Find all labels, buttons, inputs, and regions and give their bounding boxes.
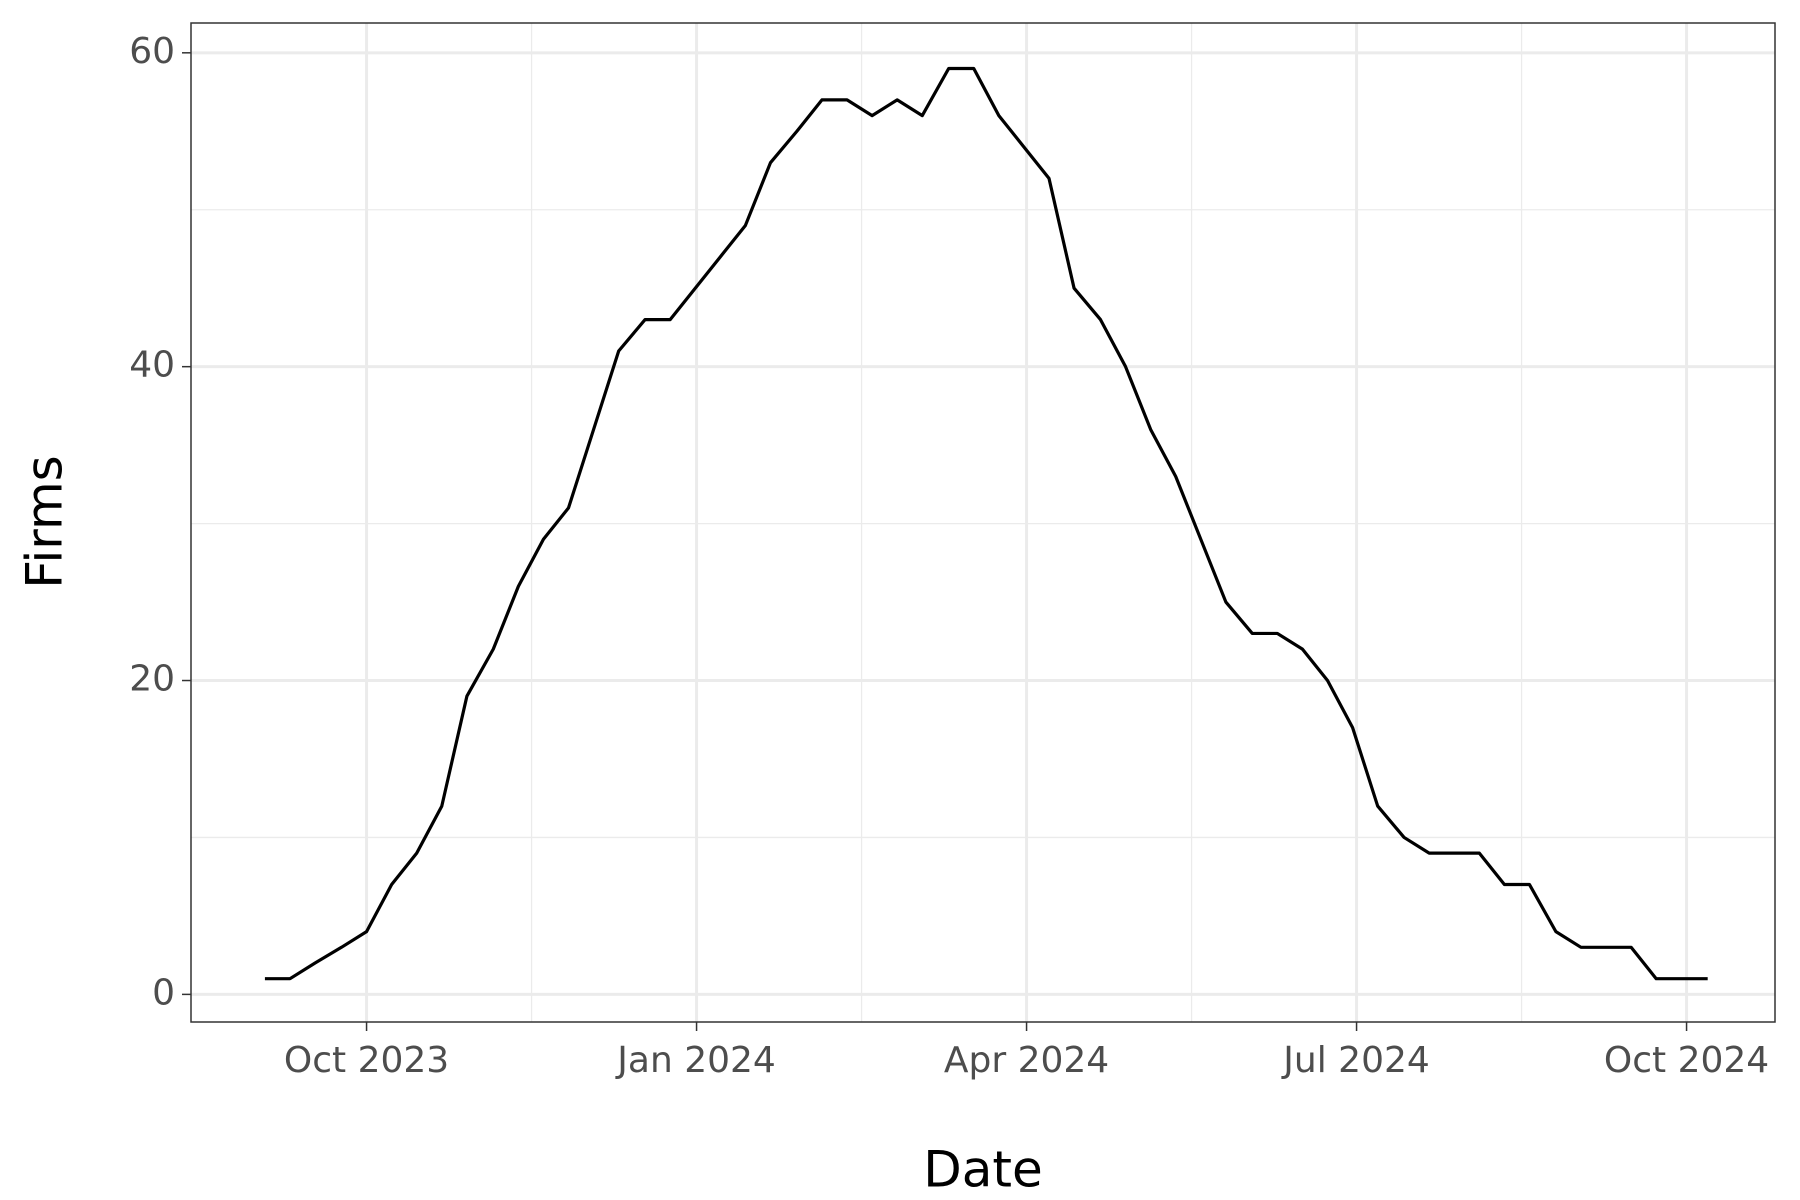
x-tick-label: Jul 2024 bbox=[1281, 1040, 1430, 1081]
x-tick-label: Oct 2023 bbox=[284, 1040, 449, 1081]
y-tick-label: 40 bbox=[129, 345, 175, 386]
x-axis-title: Date bbox=[923, 1141, 1043, 1199]
axes: Oct 2023 Jan 2024 Apr 2024 Jul 2024 Oct 2024… bbox=[129, 31, 1769, 1081]
y-tick-label: 0 bbox=[152, 972, 175, 1013]
panel-border bbox=[190, 22, 1776, 1023]
data-line bbox=[264, 66, 1708, 981]
x-tick-label: Apr 2024 bbox=[944, 1040, 1109, 1081]
plot-lines bbox=[264, 66, 1708, 981]
y-tick-label: 20 bbox=[129, 659, 175, 700]
grid bbox=[191, 23, 1775, 1022]
y-tick-label: 60 bbox=[129, 31, 175, 72]
x-tick-label: Oct 2024 bbox=[1604, 1040, 1769, 1081]
y-axis-title: Firms bbox=[16, 455, 74, 588]
x-tick-label: Jan 2024 bbox=[615, 1040, 776, 1081]
